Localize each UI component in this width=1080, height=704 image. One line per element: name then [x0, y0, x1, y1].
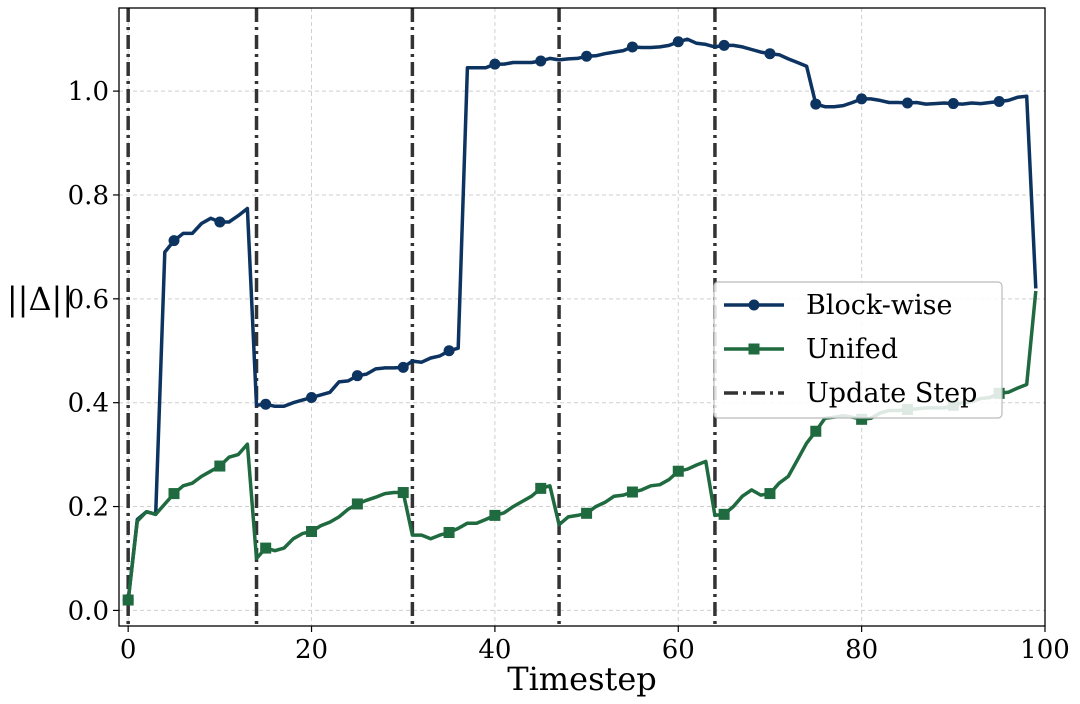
- block-wise-marker: [214, 216, 226, 228]
- unifed-marker: [856, 413, 868, 425]
- legend-label-block-wise: Block-wise: [806, 290, 952, 321]
- unifed-marker: [672, 465, 684, 477]
- y-tick-label: 1.0: [68, 77, 109, 107]
- unifed-marker: [260, 542, 272, 554]
- legend-label-unifed: Unifed: [806, 334, 898, 365]
- unifed-marker: [306, 525, 318, 537]
- block-wise-marker: [489, 58, 501, 70]
- legend-marker-unifed: [748, 343, 760, 355]
- unifed-marker: [397, 487, 409, 499]
- block-wise-marker: [351, 370, 363, 382]
- legend-marker-block-wise: [748, 299, 760, 311]
- unifed-marker: [718, 508, 730, 520]
- block-wise-marker: [581, 50, 593, 62]
- x-tick-label: 80: [845, 635, 878, 665]
- y-tick-label: 0.6: [68, 285, 109, 315]
- block-wise-marker: [260, 398, 272, 410]
- unifed-marker: [214, 460, 226, 472]
- block-wise-marker: [535, 55, 547, 67]
- x-tick-label: 100: [1020, 635, 1070, 665]
- unifed-marker: [764, 488, 776, 500]
- unifed-marker: [581, 507, 593, 519]
- plot-frame: [118, 7, 1046, 627]
- y-axis-ticks: 0.0 0.2 0.4 0.6 0.8 1.0: [68, 77, 119, 626]
- unifed-marker: [351, 498, 363, 510]
- update-step-lines: [126, 8, 717, 626]
- grid: [119, 8, 1046, 626]
- x-tick-label: 40: [478, 635, 511, 665]
- y-tick-label: 0.4: [68, 389, 109, 419]
- unifed-marker: [535, 482, 547, 494]
- block-wise-marker: [810, 98, 822, 110]
- y-axis-label: ||Δ||: [7, 280, 73, 318]
- block-wise-marker: [306, 391, 318, 403]
- block-wise-marker: [672, 36, 684, 48]
- block-wise-marker: [901, 97, 913, 109]
- block-wise-marker: [764, 48, 776, 60]
- legend-label-update-step: Update Step: [806, 378, 977, 409]
- x-axis-ticks: 0 20 40 60 80 100: [120, 626, 1070, 665]
- legend-box: [713, 281, 1003, 419]
- x-axis-label: Timestep: [507, 660, 657, 698]
- block-wise-marker: [168, 235, 180, 247]
- legend: Block-wise Unifed Update Step: [713, 281, 1003, 419]
- unifed-marker: [122, 594, 134, 606]
- block-wise-marker: [443, 345, 455, 357]
- unifed-marker: [626, 486, 638, 498]
- block-wise-marker: [397, 361, 409, 373]
- block-wise-marker: [947, 98, 959, 110]
- x-tick-label: 20: [295, 635, 328, 665]
- unifed-marker: [489, 509, 501, 521]
- unifed-marker: [443, 527, 455, 539]
- x-tick-label: 0: [120, 635, 137, 665]
- block-wise-marker: [718, 39, 730, 51]
- block-wise-marker: [626, 41, 638, 53]
- block-wise-marker: [856, 93, 868, 105]
- y-tick-label: 0.0: [68, 596, 109, 626]
- x-tick-label: 60: [662, 635, 695, 665]
- y-tick-label: 0.8: [68, 181, 109, 211]
- block-wise-marker: [993, 95, 1005, 107]
- unifed-marker: [168, 488, 180, 500]
- unifed-marker: [810, 425, 822, 437]
- y-tick-label: 0.2: [68, 493, 109, 523]
